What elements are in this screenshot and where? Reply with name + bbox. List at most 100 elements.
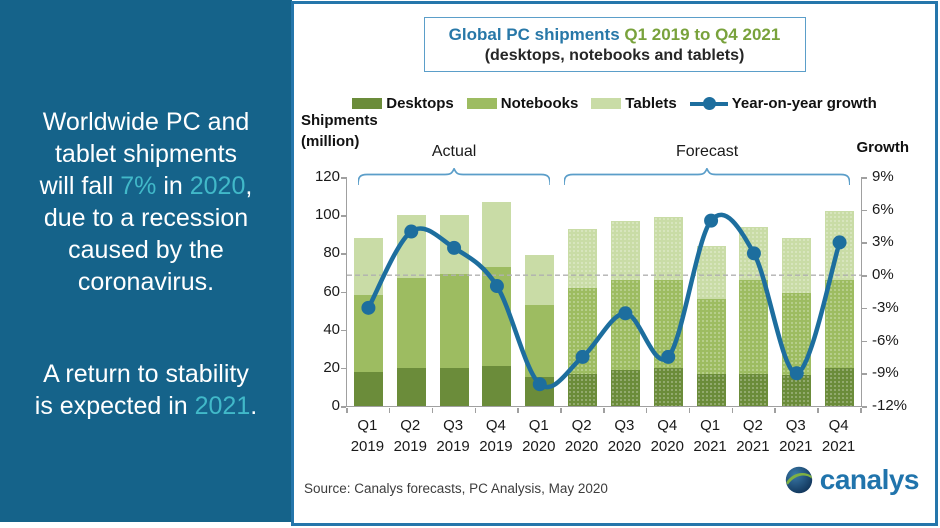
x-axis-tick [474,407,476,413]
x-axis-tick [346,407,348,413]
bar-segment-tablets [782,238,812,294]
growth-point-marker [361,300,376,315]
x-axis-label-line: 2021 [779,438,813,455]
left-axis-tick-label: 100 [314,206,340,224]
legend-label: Notebooks [500,95,579,112]
bar-segment-desktops [568,373,598,406]
bar-segment-tablets [610,220,640,281]
x-axis-category-label: Q3 2019 [431,415,475,457]
x-axis-label-line: Q3 [614,417,635,434]
x-axis-tick [774,407,776,413]
x-axis-tick [560,407,562,413]
right-axis-tick-label: -6% [872,331,899,349]
sidebar-text-line: coronavirus. [0,266,292,298]
x-axis-category-label: Q2 2021 [731,415,775,457]
growth-point-marker [447,240,462,255]
bar-segment-desktops [353,371,383,406]
x-axis-label-line: 2020 [564,438,599,455]
x-axis-tick [388,407,391,413]
left-axis-tick [341,367,346,370]
left-axis-tick [341,253,346,255]
growth-point-marker [832,235,847,250]
growth-point-marker [575,349,590,364]
x-axis-label-line: Q1 [528,417,549,434]
bar-segment-notebooks [825,280,855,368]
growth-point-marker [661,349,676,364]
text: in [156,172,190,200]
bar-segment-tablets [525,255,555,305]
growth-point-marker [746,246,761,261]
growth-line-overlay [347,212,861,392]
sidebar-text-line: A return to stability [0,358,292,390]
bar-segment-desktops [825,367,855,406]
right-axis-tick [861,209,867,212]
text: caused by the [68,236,224,264]
x-axis-label-line: Q3 [443,417,464,434]
bar-segment-tablets [696,245,726,300]
x-axis-label-line: Q1 [357,417,378,434]
right-axis-tick [861,307,867,310]
legend-line-swatch [689,97,728,110]
x-axis-category-label: Q2 2019 [388,415,432,457]
x-axis-label-line: Q3 [785,417,806,434]
plot-area [346,177,862,407]
x-axis-category-label: Q1 2019 [345,415,389,457]
x-axis-category-label: Q4 2019 [474,415,518,457]
legend-item: Tablets [591,95,677,112]
bar-segment-desktops [696,373,726,406]
x-axis-category-label: Q3 2021 [774,415,818,457]
right-axis-tick [861,373,867,375]
x-axis-label-line: Q1 [700,417,721,434]
right-axis-tick [861,340,867,343]
text: Worldwide PC and [42,108,250,136]
x-axis-category-label: Q1 2021 [688,415,732,457]
x-axis-label-line: 2021 [693,438,727,455]
left-axis-title-line2: (million) [301,133,360,150]
x-axis-label-line: Q2 [742,417,763,434]
left-axis-tick [341,291,346,293]
x-axis-label-line: 2021 [821,438,856,455]
bar-segment-notebooks [439,274,469,368]
x-axis-tick [431,407,434,413]
x-axis-tick [603,407,605,413]
x-axis-category-label: Q4 2021 [817,415,861,457]
right-axis-tick [861,242,867,244]
canalys-globe-icon [785,466,812,494]
canalys-logo-text: canalys [819,464,920,495]
x-axis-label-line: 2019 [393,438,427,455]
legend-item: Notebooks [466,95,579,112]
sidebar-text-line: caused by the [0,234,292,266]
x-axis-label-line: Q2 [571,417,592,434]
legend-item: Year-on-year growth [689,95,877,112]
growth-point-marker [618,306,633,321]
bar-segment-notebooks [696,299,726,374]
legend-swatch-icon [466,98,497,109]
bar-segment-tablets [568,228,598,288]
text: . [250,392,258,420]
x-axis-label-line: 2020 [650,438,684,455]
left-axis-title-line1: Shipments [301,112,378,129]
phase-bracket [358,168,551,186]
left-axis-tick-label: 0 [331,397,340,414]
canalys-logo: canalys [785,464,920,495]
growth-point-marker [532,377,547,392]
phase-bracket-path [358,168,551,186]
bar-segment-notebooks [610,280,640,370]
sidebar-text-line: tablet shipments [0,138,292,170]
left-axis-tick [341,215,346,217]
bar-segment-desktops [739,373,769,406]
right-axis-tick [861,177,867,179]
x-axis-label-line: 2020 [607,438,642,455]
text: is expected in [34,392,195,420]
bar-segment-notebooks [396,278,426,368]
x-axis-label-line: Q2 [400,417,421,434]
sidebar-text-line: will fall 7% in 2020, [0,170,292,202]
growth-point-marker [789,366,804,381]
x-axis-tick [860,407,862,413]
highlighted-text: 2021 [194,392,251,420]
phase-label-actual: Actual [431,143,477,160]
x-axis-label-line: 2019 [436,438,470,455]
x-axis-label-line: Q4 [485,417,506,434]
chart-title: Global PC shipments Q1 2019 to Q4 2021 [429,25,801,45]
sidebar-text-line: is expected in 2021. [0,390,292,422]
